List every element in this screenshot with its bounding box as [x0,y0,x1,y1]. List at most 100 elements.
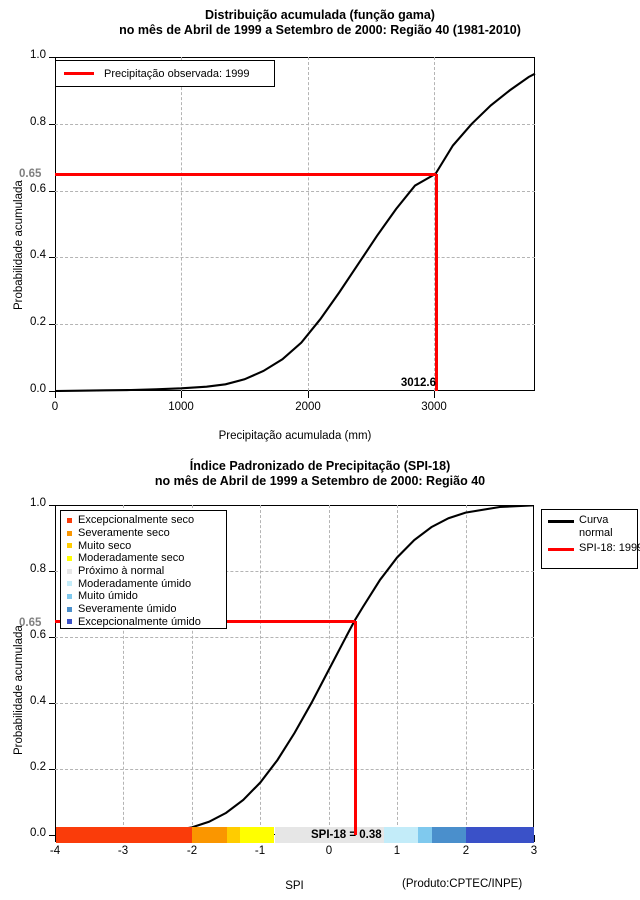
bottom-gridline-v [192,505,193,835]
category-color-swatch [67,581,72,587]
top-ytick-label: 0.6 [30,183,46,195]
category-color-swatch [67,619,72,625]
top-xtick [434,391,435,398]
colorbar-segment [384,827,419,843]
top-ytick [49,57,55,58]
bottom-xtick-label: 3 [530,845,538,857]
bottom-ytick-label: 0.6 [30,629,46,641]
category-label: Excepcionalmente seco [78,514,195,527]
spi-category-legend-item: Moderadamente úmido [67,577,226,590]
top-chart-observed-vline [435,174,438,391]
spi-category-legend-item: Severamente úmido [67,603,226,616]
top-chart-curve [55,72,536,392]
top-gridline-h [55,124,535,125]
bottom-gridline-v [397,505,398,835]
top-gridline-h [55,257,535,258]
bottom-chart-highlight-y-label: 0.65 [19,617,42,629]
bottom-gridline-v [260,505,261,835]
bottom-ytick [49,835,55,836]
top-gridline-h [55,324,535,325]
bottom-xtick-label: -3 [117,845,129,857]
bottom-chart-ylabel: Probabilidade acumulada [13,625,25,755]
colorbar-segment [431,827,467,843]
spi-category-legend: Excepcionalmente seco Severamente seco Mui… [60,510,227,629]
colorbar-segment [192,827,227,843]
bottom-chart-spi-vline [354,621,357,835]
spi-category-legend-item: Moderadamente seco [67,552,226,565]
bottom-xtick-label: -1 [254,845,266,857]
top-xtick-label: 0 [51,401,59,413]
spi-category-legend-item: Próximo à normal [67,565,226,578]
bottom-gridline-h [55,769,534,770]
category-color-swatch [67,517,72,523]
top-ytick-label: 1.0 [30,49,46,61]
category-label: Moderadamente seco [78,552,185,565]
category-color-swatch [67,606,72,612]
series-legend-label: Curva normal [579,514,613,540]
series-legend-label-line1: Curva [579,514,609,526]
bottom-ytick-label: 0.4 [30,695,46,707]
bottom-xtick-label: 0 [325,845,333,857]
colorbar-segment [240,827,275,843]
bottom-ytick [49,769,55,770]
top-chart-ylabel: Probabilidade acumulada [13,180,25,310]
bottom-ytick-label: 0.0 [30,827,46,839]
top-ytick [49,124,55,125]
series-line-swatch [548,520,574,523]
spi-category-legend-item: Muito úmido [67,590,226,603]
category-label: Excepcionalmente úmido [78,615,201,628]
spi-value-label: SPI-18 = 0.38 [311,829,382,841]
bottom-xtick-label: -2 [186,845,198,857]
top-xtick-label: 2000 [295,401,321,413]
category-label: Moderadamente úmido [78,577,192,590]
bottom-xtick-label: 2 [462,845,470,857]
category-color-swatch [67,543,72,549]
top-xtick-label: 3000 [421,401,447,413]
bottom-chart-title-line2: no mês de Abril de 1999 a Setembro de 20… [154,474,486,488]
series-legend-item: SPI-18: 1999 [545,542,640,555]
top-ytick [49,324,55,325]
top-xtick-label: 1000 [168,401,194,413]
top-chart-plot-area [55,57,535,391]
bottom-gridline-h [55,571,534,572]
top-chart-legend: Precipitação observada: 1999 [55,60,275,87]
bottom-chart-title-line1: Índice Padronizado de Precipitação (SPI-… [189,459,451,473]
series-legend-item: Curva normal [545,514,637,540]
spi-category-legend-item: Severamente seco [67,527,226,540]
category-color-swatch [67,555,72,561]
bottom-ytick-label: 0.2 [30,761,46,773]
colorbar-segment [466,827,535,843]
product-credit: (Produto:CPTEC/INPE) [402,878,523,890]
top-ytick-label: 0.0 [30,383,46,395]
bottom-xtick-label: -4 [49,845,61,857]
bottom-ytick [49,505,55,506]
top-ytick-label: 0.2 [30,316,46,328]
top-chart-observed-hline [55,173,436,176]
top-chart-x-annotation: 3012.6 [400,377,436,389]
spi-category-legend-item: Excepcionalmente seco [67,514,226,527]
bottom-chart-xlabel: SPI [285,880,304,892]
series-legend-label-line2: normal [579,527,613,539]
top-gridline-v [434,57,435,391]
spi-category-legend-item: Excepcionalmente úmido [67,616,226,629]
category-label: Próximo à normal [78,565,165,578]
bottom-chart-title: Índice Padronizado de Precipitação (SPI-… [0,459,640,489]
bottom-ytick-label: 1.0 [30,497,46,509]
top-ytick [49,191,55,192]
category-label: Muito úmido [78,590,138,603]
top-xtick [308,391,309,398]
bottom-ytick [49,637,55,638]
bottom-xtick-label: 1 [393,845,401,857]
category-color-swatch [67,568,72,574]
bottom-chart-series-legend: Curva normal SPI-18: 1999 [541,509,640,569]
bottom-ytick [49,703,55,704]
top-gridline-h [55,191,535,192]
category-label: Severamente seco [78,527,170,540]
top-gridline-v [181,57,182,391]
bottom-gridline-h [55,637,534,638]
spi-category-colorbar [55,827,535,843]
top-chart-title: Distribuição acumulada (função gama) no … [0,8,640,38]
top-ytick-label: 0.4 [30,249,46,261]
top-chart-xlabel: Precipitação acumulada (mm) [218,430,372,442]
series-legend-label: SPI-18: 1999 [579,542,640,555]
